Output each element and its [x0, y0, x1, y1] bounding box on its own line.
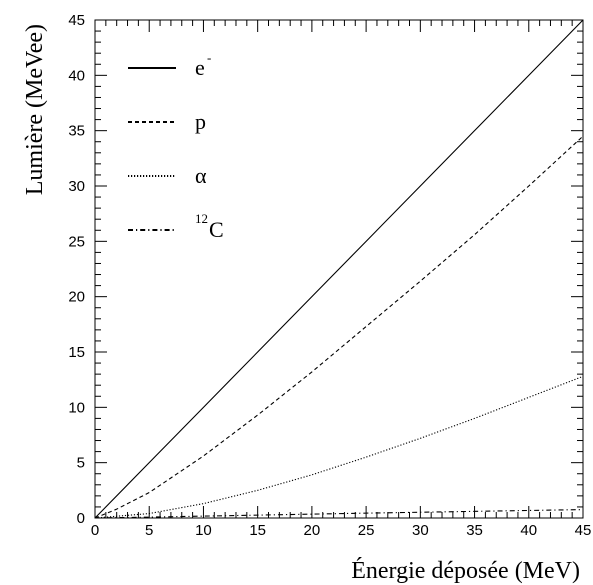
- x-tick-label: 5: [145, 522, 153, 539]
- y-tick-label: 5: [77, 455, 85, 472]
- y-tick-label: 0: [77, 510, 85, 527]
- y-tick-label: 15: [68, 344, 85, 361]
- series-line: [94, 375, 584, 519]
- x-tick-label: 10: [195, 522, 212, 539]
- y-tick-label: 35: [68, 123, 85, 140]
- legend-label: p: [195, 109, 206, 134]
- x-axis-title: Énergie déposée (MeV): [351, 558, 580, 584]
- ticks: 0 5 10 15 20 25 30 35 40 45 0 5 10 15 20 25 30 35 40 45: [68, 12, 591, 539]
- series-lines: [94, 19, 584, 519]
- y-tick-label: 20: [68, 289, 85, 306]
- legend-label: C: [209, 217, 224, 242]
- x-tick-label: 30: [412, 522, 429, 539]
- legend-label: α: [195, 163, 207, 188]
- legend-label: e: [195, 55, 205, 80]
- series-line: [94, 509, 584, 519]
- x-tick-label: 0: [91, 522, 99, 539]
- y-tick-label: 25: [68, 233, 85, 250]
- y-axis-title: Lumière (MeVee): [22, 24, 48, 195]
- legend-prefix: 12: [195, 211, 208, 226]
- y-tick-label: 45: [68, 12, 85, 29]
- x-tick-label: 15: [249, 522, 266, 539]
- plot-frame: [94, 19, 584, 519]
- y-tick-label: 10: [68, 399, 85, 416]
- legend: e - p α 12 C: [128, 50, 224, 242]
- legend-superscript: -: [207, 50, 211, 65]
- y-tick-label: 40: [68, 67, 85, 84]
- x-tick-label: 40: [520, 522, 537, 539]
- y-tick-label: 30: [68, 178, 85, 195]
- x-tick-label: 45: [575, 522, 592, 539]
- series-line: [94, 19, 584, 519]
- x-tick-label: 25: [358, 522, 375, 539]
- x-tick-label: 20: [304, 522, 321, 539]
- x-tick-label: 35: [466, 522, 483, 539]
- series-line: [94, 135, 584, 519]
